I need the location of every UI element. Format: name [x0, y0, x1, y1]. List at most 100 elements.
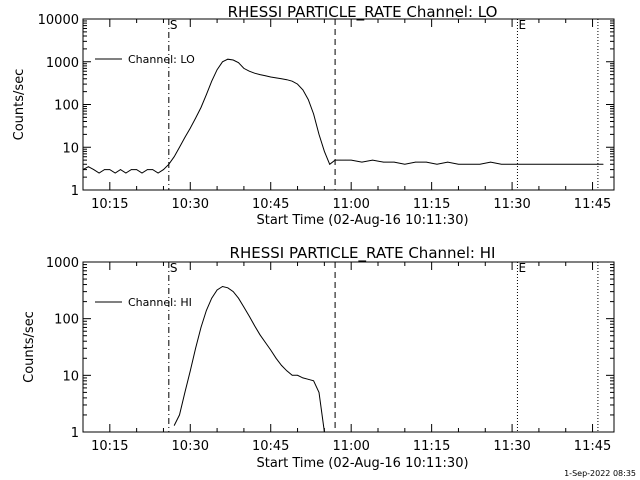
data-point: [318, 392, 320, 393]
data-point: [458, 163, 459, 165]
data-point: [297, 375, 298, 376]
data-point: [436, 163, 438, 165]
data-point: [147, 169, 148, 170]
x-tick-label: 11:00: [332, 439, 369, 454]
data-point: [248, 316, 250, 317]
data-point: [93, 169, 95, 170]
data-point: [307, 379, 309, 380]
data-point: [586, 163, 588, 165]
data-point: [152, 169, 154, 170]
plot-frame: [82, 261, 615, 433]
data-point: [468, 163, 470, 165]
y-axis-label: Counts/sec: [12, 69, 27, 141]
data-point: [179, 146, 180, 148]
data-point: [313, 113, 314, 115]
data-point: [265, 75, 266, 77]
data-point: [222, 61, 223, 63]
data-point: [307, 99, 309, 100]
data-point: [522, 163, 524, 165]
x-tick-label: 10:45: [252, 197, 289, 212]
data-point: [490, 161, 491, 163]
data-point: [533, 163, 534, 165]
data-point: [195, 347, 196, 349]
legend-entry: Channel: HI: [128, 296, 192, 309]
data-point: [345, 159, 347, 161]
data-point: [281, 365, 282, 366]
y-axis-label: Counts/sec: [22, 311, 37, 383]
data-point: [286, 79, 288, 81]
data-point: [136, 169, 137, 170]
data-point: [334, 159, 336, 161]
y-tick-label: 1000: [46, 56, 79, 71]
data-point: [501, 163, 502, 165]
x-tick-label: 10:15: [91, 197, 128, 212]
data-point: [114, 172, 116, 174]
data-series-line: [173, 285, 325, 433]
data-point: [88, 166, 89, 168]
data-point: [291, 375, 293, 376]
data-point: [206, 94, 207, 95]
x-tick-label: 10:15: [91, 439, 128, 454]
data-point: [227, 58, 229, 60]
data-point: [120, 169, 121, 170]
data-point: [130, 169, 132, 170]
data-point: [576, 163, 577, 165]
chart-title: RHESSI PARTICLE_RATE Channel: LO: [228, 3, 498, 22]
data-point: [173, 425, 175, 426]
y-tick-label: 10000: [38, 13, 79, 28]
y-tick-label: 1000: [46, 256, 79, 271]
data-point: [98, 172, 100, 174]
x-tick-label: 11:30: [493, 197, 530, 212]
data-point: [254, 72, 255, 74]
data-point: [597, 163, 599, 165]
y-tick-label: 1: [71, 426, 79, 441]
data-point: [206, 310, 207, 311]
data-point: [291, 80, 293, 82]
time-marker-label: E: [518, 18, 526, 32]
data-point: [243, 68, 245, 69]
legend-entry: Channel: LO: [128, 53, 195, 66]
data-point: [543, 163, 545, 165]
x-tick-label: 10:45: [252, 439, 289, 454]
x-tick-label: 11:15: [413, 197, 450, 212]
x-tick-label: 11:00: [332, 197, 369, 212]
data-point: [372, 159, 373, 161]
time-marker-label: S: [170, 261, 178, 275]
data-point: [511, 163, 513, 165]
data-point: [270, 76, 272, 78]
data-point: [313, 380, 314, 382]
data-point: [270, 349, 272, 351]
data-point: [275, 77, 277, 79]
data-point: [302, 377, 304, 379]
data-point: [286, 370, 288, 372]
data-point: [265, 342, 266, 343]
data-point: [104, 169, 105, 170]
data-point: [259, 334, 261, 336]
data-point: [82, 169, 84, 170]
data-point: [109, 169, 111, 170]
data-point: [232, 59, 234, 61]
data-point: [222, 286, 223, 287]
data-point: [184, 392, 186, 393]
data-point: [479, 163, 481, 165]
data-point: [216, 289, 218, 291]
data-point: [415, 161, 416, 163]
x-tick-label: 11:45: [574, 197, 611, 212]
data-point: [383, 161, 384, 163]
x-tick-label: 10:30: [172, 439, 209, 454]
data-point: [281, 78, 282, 80]
footer-timestamp: 1-Sep-2022 08:35: [564, 469, 636, 478]
data-point: [179, 414, 180, 416]
data-point: [565, 163, 567, 165]
y-tick-label: 10: [62, 369, 79, 384]
data-point: [227, 287, 229, 289]
data-point: [324, 151, 325, 152]
data-point: [259, 74, 261, 75]
data-point: [238, 62, 239, 64]
data-point: [200, 327, 202, 328]
data-point: [324, 431, 325, 433]
data-point: [141, 172, 143, 174]
time-marker-label: E: [518, 261, 526, 275]
data-point: [447, 161, 449, 163]
